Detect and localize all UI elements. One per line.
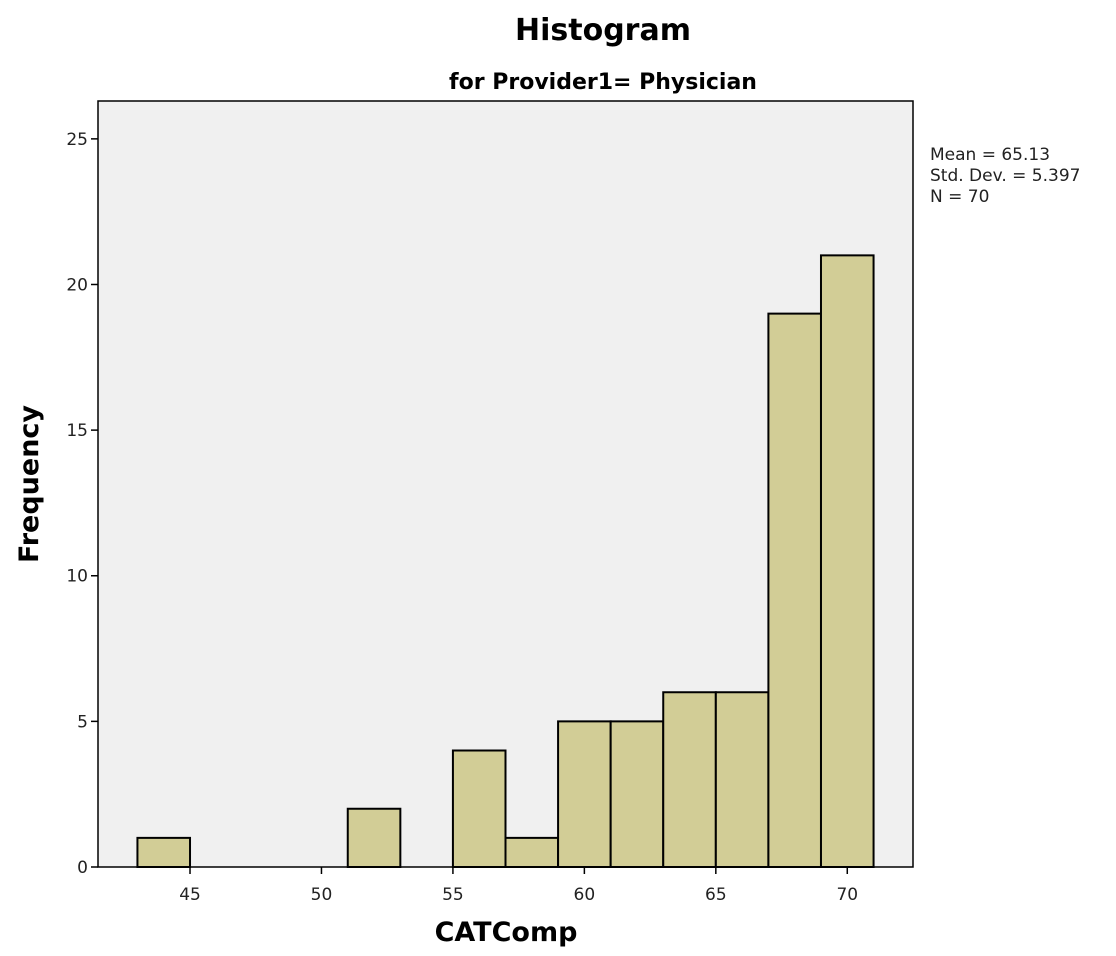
histogram-bar-55-57 <box>451 749 507 869</box>
histogram-bar-69-71 <box>819 254 875 869</box>
stats-std-dev: Std. Dev. = 5.397 <box>930 166 1080 186</box>
x-tick-label-50: 50 <box>311 885 333 905</box>
stats-n: N = 70 <box>930 187 989 207</box>
x-tick-label-60: 60 <box>574 885 596 905</box>
x-tick-label-70: 70 <box>836 885 858 905</box>
histogram-bar-63-65 <box>662 691 717 868</box>
x-tick-label-65: 65 <box>705 885 727 905</box>
y-axis-title: Frequency <box>14 405 45 563</box>
histogram-bar-51-53 <box>346 807 402 868</box>
histogram-bar-61-63 <box>609 720 665 868</box>
histogram-bar-67-69 <box>767 312 822 868</box>
histogram-bar-65-67 <box>714 691 770 868</box>
histogram-bar-57-59 <box>504 836 560 868</box>
stats-mean: Mean = 65.13 <box>930 145 1050 165</box>
histogram-bar-43-45 <box>136 836 192 868</box>
y-tick-label-25: 25 <box>66 130 88 150</box>
y-tick-label-15: 15 <box>66 421 88 441</box>
x-tick-label-55: 55 <box>442 885 464 905</box>
x-axis-ticks: 45 50 55 60 65 70 <box>179 867 858 905</box>
y-tick-label-10: 10 <box>66 567 88 587</box>
y-axis-ticks: 0 5 10 15 20 25 <box>66 130 98 878</box>
histogram-bars <box>136 254 875 869</box>
chart-title: Histogram <box>515 13 691 48</box>
statistics-legend: Mean = 65.13 Std. Dev. = 5.397 N = 70 <box>930 145 1080 207</box>
y-tick-label-5: 5 <box>77 712 88 732</box>
histogram-bar-59-61 <box>557 720 612 868</box>
x-axis-title: CATComp <box>435 917 578 948</box>
y-tick-label-20: 20 <box>66 275 88 295</box>
y-tick-label-0: 0 <box>77 858 88 878</box>
chart-subtitle: for Provider1= Physician <box>449 70 757 95</box>
x-tick-label-45: 45 <box>179 885 201 905</box>
